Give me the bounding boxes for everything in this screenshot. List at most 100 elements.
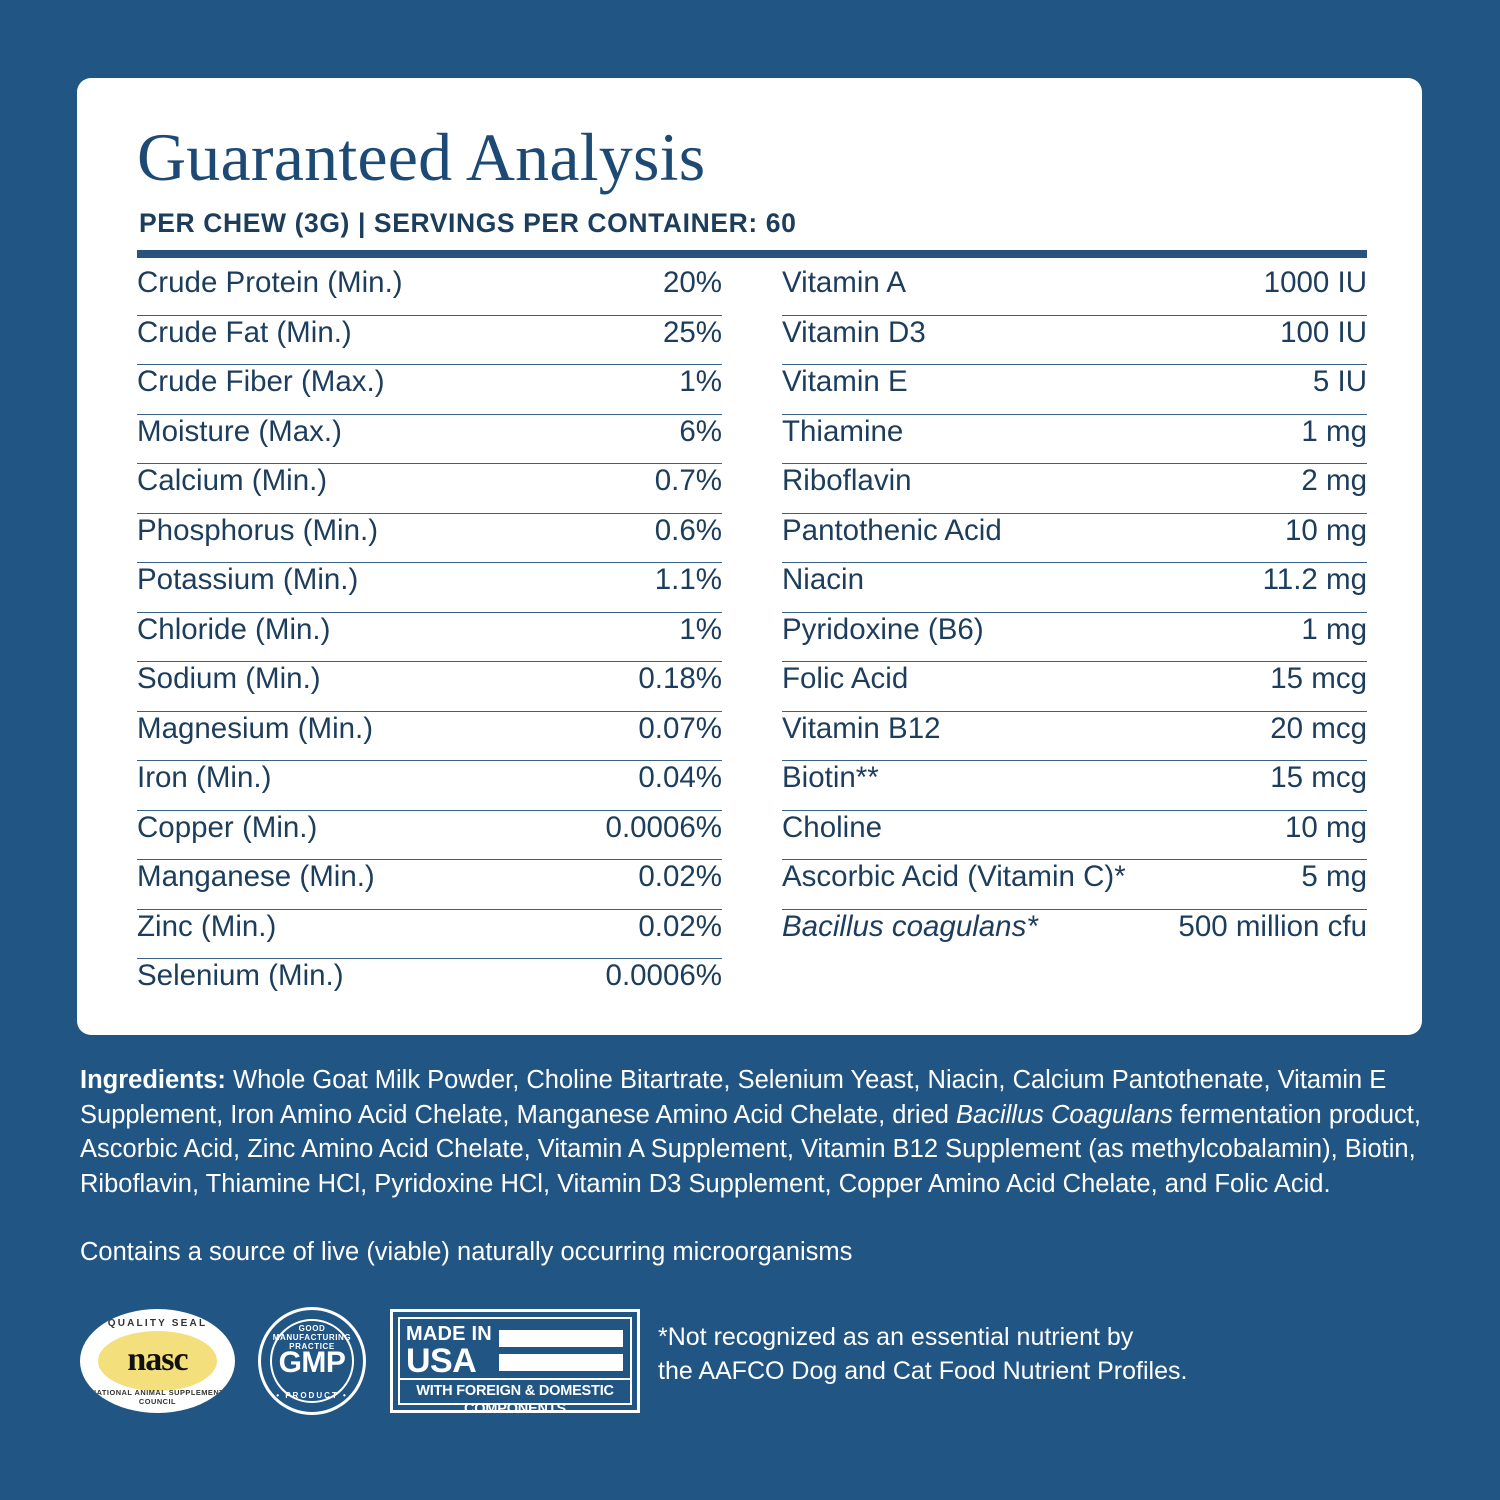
table-row: Choline 10 mg (782, 810, 1367, 860)
table-row: Vitamin E 5 IU (782, 365, 1367, 415)
nasc-quality-seal-text: QUALITY SEAL (107, 1318, 208, 1329)
nutrient-name: Vitamin B12 (782, 711, 941, 745)
table-row: Vitamin D3 100 IU (782, 315, 1367, 365)
nutrient-amount: 0.6% (654, 513, 722, 547)
table-row: Bacillus coagulans* 500 million cfu (782, 910, 1367, 960)
nutrient-name: Crude Fat (Min.) (137, 315, 352, 349)
nutrient-name: Thiamine (782, 414, 904, 448)
table-row: Folic Acid 15 mcg (782, 662, 1367, 712)
nutrient-name: Pyridoxine (B6) (782, 612, 984, 646)
nutrient-name: Phosphorus (Min.) (137, 513, 379, 547)
nutrient-name: Zinc (Min.) (137, 909, 277, 943)
nasc-council-text: NATIONAL ANIMAL SUPPLEMENT COUNCIL (90, 1388, 225, 1406)
nutrient-amount: 5 IU (1312, 365, 1367, 398)
nutrient-name: Biotin** (782, 761, 879, 794)
table-row: Niacin 11.2 mg (782, 563, 1367, 613)
nutrient-amount: 2 mg (1301, 464, 1367, 497)
nutrient-name: Copper (Min.) (137, 810, 318, 844)
flag-stripe (498, 1354, 623, 1371)
made-in-usa-badge-icon: MADE IN USA WITH FOREIGN & DOMESTIC COMP… (390, 1309, 640, 1417)
ingredients-part-2: fermentation product, Ascorbic Acid, Zin… (80, 1100, 1421, 1198)
gmp-badge-icon: GOOD MANUFACTURING PRACTICE GMP • PRODUC… (258, 1307, 366, 1415)
usa-badge-text: MADE IN USA (406, 1323, 492, 1378)
nutrient-name: Vitamin E (782, 365, 908, 398)
nutrient-amount: 500 million cfu (1178, 909, 1367, 943)
aafco-footnote: *Not recognized as an essential nutrient… (658, 1323, 1188, 1385)
nutrient-amount: 15 mcg (1270, 662, 1367, 695)
table-row: Selenium (Min.) 0.0006% (137, 959, 722, 1009)
nutrient-name: Niacin (782, 563, 864, 596)
usa-label: USA (406, 1342, 477, 1380)
table-row: Riboflavin 2 mg (782, 464, 1367, 514)
guaranteed-analysis-card: Guaranteed Analysis PER CHEW (3G) | SERV… (77, 78, 1422, 1035)
nutrient-amount: 5 mg (1301, 860, 1367, 893)
usa-badge-main: MADE IN USA (400, 1319, 630, 1378)
nutrient-amount: 1 mg (1301, 612, 1367, 646)
nutrient-name: Crude Fiber (Max.) (137, 365, 385, 398)
nutrient-name: Folic Acid (782, 662, 909, 695)
flag-stripes-icon (492, 1323, 625, 1378)
nasc-seal-icon: QUALITY SEAL nasc NATIONAL ANIMAL SUPPLE… (80, 1309, 235, 1413)
nutrient-name: Ascorbic Acid (Vitamin C)* (782, 860, 1126, 893)
nutrient-amount: 20% (662, 266, 722, 299)
table-row: Ascorbic Acid (Vitamin C)* 5 mg (782, 860, 1367, 910)
nutrient-name: Pantothenic Acid (782, 513, 1002, 547)
nasc-inner-oval (98, 1331, 217, 1391)
table-row: Zinc (Min.) 0.02% (137, 909, 722, 959)
nasc-wordmark: nasc (127, 1341, 188, 1378)
table-row: Pantothenic Acid 10 mg (782, 513, 1367, 563)
column-gap (722, 266, 782, 1009)
ingredients-italic-term: Bacillus Coagulans (956, 1100, 1173, 1129)
nutrient-amount: 1% (679, 365, 722, 398)
nutrient-name: Crude Protein (Min.) (137, 266, 403, 299)
nutrient-amount: 10 mg (1285, 513, 1367, 547)
nutrient-name: Calcium (Min.) (137, 464, 328, 497)
table-row: Crude Fiber (Max.) 1% (137, 365, 722, 415)
serving-subtitle: PER CHEW (3G) | SERVINGS PER CONTAINER: … (139, 208, 797, 238)
gmp-practice-text: GOOD MANUFACTURING PRACTICE (272, 1324, 352, 1351)
table-row: Sodium (Min.) 0.18% (137, 662, 722, 712)
nutrient-name: Riboflavin (782, 464, 912, 497)
card-content: Guaranteed Analysis PER CHEW (3G) | SERV… (137, 116, 1367, 1009)
nutrient-amount: 25% (662, 315, 722, 349)
nutrient-amount: 11.2 mg (1262, 563, 1367, 596)
certification-badges: QUALITY SEAL nasc NATIONAL ANIMAL SUPPLE… (80, 1303, 1440, 1423)
flag-stripe (498, 1330, 623, 1347)
contains-live-microorganisms-note: Contains a source of live (viable) natur… (80, 1238, 853, 1266)
nutrient-name: Magnesium (Min.) (137, 711, 374, 745)
table-row: Biotin** 15 mcg (782, 761, 1367, 811)
nutrient-amount: 1.1% (654, 563, 722, 596)
nutrient-amount: 15 mcg (1270, 761, 1367, 794)
nutrient-name: Sodium (Min.) (137, 662, 321, 695)
gmp-product-text: • PRODUCT • (276, 1391, 348, 1400)
table-row: Potassium (Min.) 1.1% (137, 563, 722, 613)
nutrition-tables: Crude Protein (Min.) 20% Crude Fat (Min.) 2… (137, 266, 1367, 1009)
nutrient-amount: 0.07% (638, 711, 722, 745)
table-row: Chloride (Min.) 1% (137, 612, 722, 662)
table-row: Calcium (Min.) 0.7% (137, 464, 722, 514)
nutrient-amount: 0.02% (638, 860, 722, 893)
nutrient-amount: 1% (679, 612, 722, 646)
table-row: Vitamin B12 20 mcg (782, 711, 1367, 761)
nutrient-name: Vitamin A (782, 266, 907, 299)
nutrient-amount: 20 mcg (1270, 711, 1367, 745)
usa-badge-frame: MADE IN USA WITH FOREIGN & DOMESTIC COMP… (398, 1317, 632, 1417)
gmp-inner-ring (270, 1319, 354, 1403)
nutrient-amount: 1 mg (1301, 414, 1367, 448)
table-row: Vitamin A 1000 IU (782, 266, 1367, 316)
nutrient-name: Vitamin D3 (782, 315, 926, 349)
table-row: Crude Fat (Min.) 25% (137, 315, 722, 365)
nutrient-name: Iron (Min.) (137, 761, 272, 794)
nutrient-amount: 0.7% (654, 464, 722, 497)
nutrient-table-right: Vitamin A 1000 IU Vitamin D3 100 IU Vitamin … (782, 266, 1367, 1009)
header-divider (137, 250, 1367, 258)
nutrient-name: Selenium (Min.) (137, 959, 344, 992)
table-row: Magnesium (Min.) 0.07% (137, 711, 722, 761)
nutrient-amount: 0.04% (638, 761, 722, 794)
gmp-wordmark: GMP (278, 1346, 346, 1379)
table-row: Pyridoxine (B6) 1 mg (782, 612, 1367, 662)
ingredients-part-1: Whole Goat Milk Powder, Choline Bitartra… (80, 1066, 1387, 1129)
nutrient-name: Choline (782, 810, 883, 844)
usa-components-note: WITH FOREIGN & DOMESTIC COMPONENTS (400, 1378, 630, 1421)
table-row: Copper (Min.) 0.0006% (137, 810, 722, 860)
